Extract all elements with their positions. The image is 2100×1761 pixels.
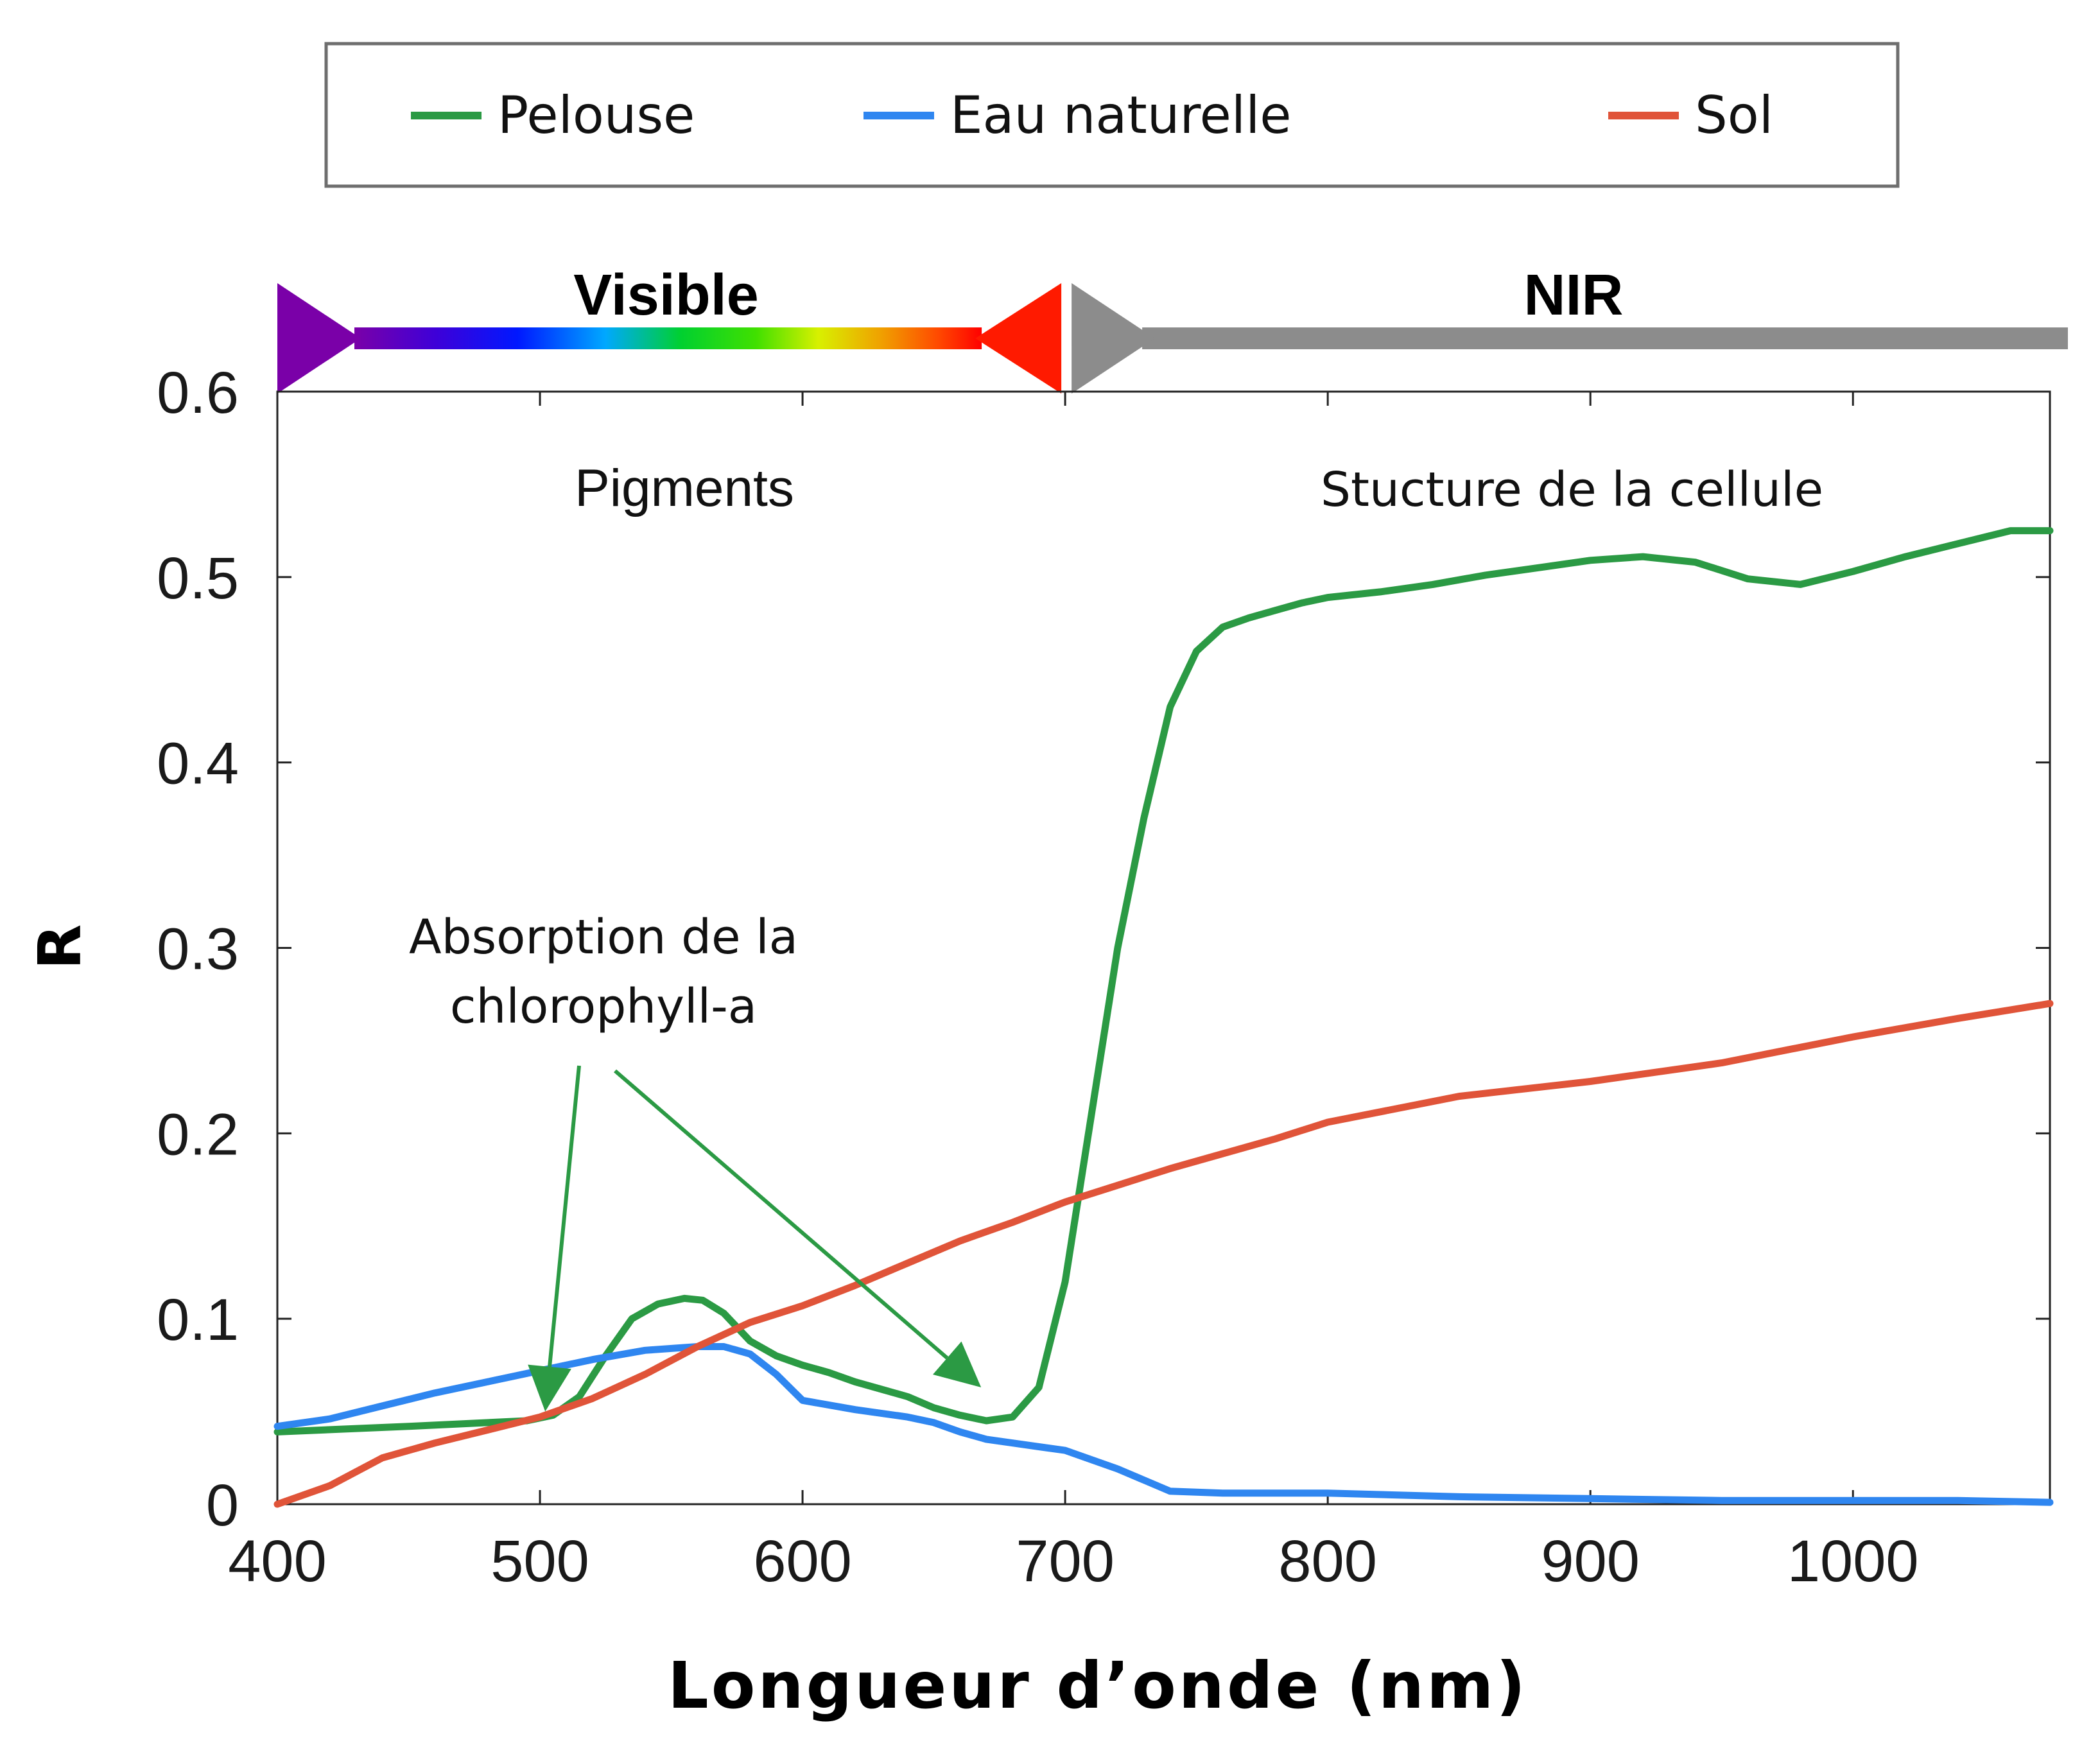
- band-nir: NIR: [1072, 263, 2068, 394]
- y-tick-label: 0.4: [157, 731, 239, 797]
- band-nir-arrow: [1072, 283, 1156, 394]
- x-tick-label: 900: [1541, 1529, 1640, 1594]
- legend-label-3: Sol: [1695, 85, 1773, 145]
- y-tick-label: 0: [206, 1473, 239, 1538]
- region-label-pigments: Pigments: [575, 459, 794, 517]
- y-tick-label: 0.1: [157, 1287, 239, 1353]
- annotation-line-2: chlorophyll-a: [450, 979, 757, 1034]
- y-tick-label: 0.2: [157, 1102, 239, 1167]
- y-axis-label: R: [26, 924, 94, 970]
- annotation-arrow-shaft: [614, 1069, 949, 1360]
- x-tick-label: 700: [1016, 1529, 1115, 1594]
- axes: 400 500 600 700 800 900 1000 0 0.1 0.2 0.3 0.4 0.5 0.…: [157, 360, 2051, 1594]
- region-label-cell-structure: Stucture de la cellule: [1321, 462, 1823, 517]
- x-axis-label: Longueur d’onde (nm): [668, 1648, 1528, 1723]
- band-visible-right-arrow: [975, 283, 1062, 394]
- annotation-arrow-shaft: [548, 1065, 581, 1367]
- legend-label-1: Pelouse: [498, 85, 695, 145]
- y-tick-label: 0.5: [157, 546, 239, 611]
- x-tick-label: 600: [753, 1529, 852, 1594]
- annotation-arrow-2: [614, 1069, 982, 1388]
- annotation-arrow-head: [933, 1341, 982, 1388]
- y-tick-label: 0.6: [157, 360, 239, 426]
- x-tick-label: 500: [490, 1529, 589, 1594]
- band-visible-left-arrow: [277, 283, 361, 394]
- legend-label-2: Eau naturelle: [950, 85, 1292, 145]
- band-visible-bar: [354, 327, 982, 349]
- spectral-bands: Visible NIR: [277, 263, 2068, 394]
- annotation-arrow-head: [528, 1364, 571, 1412]
- y-tick-label: 0.3: [157, 917, 239, 982]
- annotation-arrow-1: [528, 1065, 581, 1412]
- band-nir-label: NIR: [1524, 263, 1624, 327]
- x-tick-label: 800: [1278, 1529, 1377, 1594]
- x-tick-label: 400: [228, 1529, 327, 1594]
- series-line-3: [273, 1000, 2054, 1508]
- region-labels: Pigments Stucture de la cellule: [575, 459, 1823, 517]
- band-visible-label: Visible: [573, 263, 759, 327]
- legend: Pelouse Eau naturelle Sol: [324, 42, 1900, 188]
- band-visible: Visible: [277, 263, 1062, 394]
- annotation-line-1: Absorption de la: [409, 910, 798, 965]
- band-nir-bar: [1142, 327, 2068, 349]
- x-tick-label: 1000: [1787, 1529, 1919, 1594]
- chlorophyll-annotation: Absorption de la chlorophyll-a: [409, 910, 982, 1412]
